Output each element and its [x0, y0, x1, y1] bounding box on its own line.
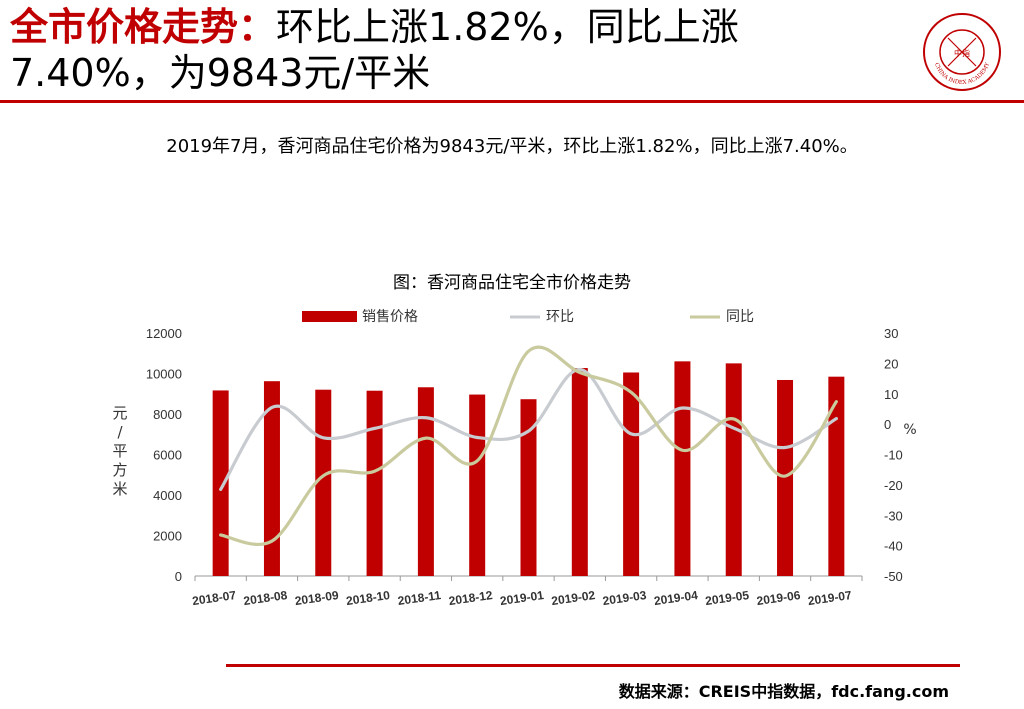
y-right-tick-label: -40 [884, 539, 903, 554]
legend-label-sales-price: 销售价格 [362, 309, 418, 325]
line-mom [219, 367, 838, 492]
title-divider [0, 100, 1024, 103]
bar-sales-price [623, 372, 640, 576]
y-left-axis-label: / [117, 423, 123, 441]
price-trend-chart: 0 2000 4000 6000 8000 10000 12000 -50 -40 -30 -20 -… [112, 309, 916, 608]
bar-sales-price [263, 381, 280, 576]
title-text: 环比上涨1.82%，同比上涨7.40%，为9843元/平米 [10, 5, 739, 95]
bar-sales-price [212, 390, 229, 576]
bar-sales-price [417, 387, 434, 576]
y-left-axis-label: 米 [112, 480, 127, 498]
footer-divider [226, 664, 960, 667]
y-left-tick-label: 8000 [153, 407, 182, 422]
y-right-tick-label: 30 [884, 326, 898, 341]
china-index-academy-logo: 中指 CHINA INDEX ACADEMY [923, 13, 1001, 91]
x-tick-label: 2019-02 [550, 588, 596, 608]
bar-sales-price [469, 394, 486, 576]
x-tick-label: 2018-10 [345, 588, 391, 608]
y-right-tick-label: 10 [884, 387, 898, 402]
bar-sales-price [366, 390, 383, 576]
y-right-tick-label: -50 [884, 569, 903, 584]
y-left-axis-label: 方 [112, 461, 127, 479]
x-tick-label: 2019-01 [499, 588, 545, 608]
y-right-tick-label: -30 [884, 508, 903, 523]
x-tick-label: 2019-07 [807, 588, 853, 608]
y-left-axis-label: 元 [112, 404, 127, 422]
summary-text: 2019年7月，香河商品住宅价格为9843元/平米，环比上涨1.82%，同比上涨… [166, 136, 858, 157]
bar-sales-price [571, 368, 588, 576]
y-left-tick-label: 4000 [153, 488, 182, 503]
title-highlight: 全市价格走势： [10, 5, 277, 49]
y-left-tick-label: 12000 [146, 326, 182, 341]
y-left-tick-label: 0 [175, 569, 182, 584]
y-left-tick-label: 2000 [153, 529, 182, 544]
legend-label-mom: 环比 [546, 309, 574, 325]
x-tick-label: 2019-06 [756, 588, 802, 608]
y-right-tick-label: 0 [884, 417, 891, 432]
bar-sales-price [674, 361, 691, 576]
y-right-tick-label: -10 [884, 448, 903, 463]
line-yoy [219, 345, 838, 547]
x-tick-label: 2018-09 [294, 588, 340, 608]
x-tick-label: 2019-05 [704, 588, 750, 608]
y-right-tick-label: 20 [884, 356, 898, 371]
bar-sales-price [777, 379, 794, 576]
x-tick-label: 2018-12 [448, 588, 494, 608]
legend-swatch-sales-price [302, 311, 357, 322]
x-tick-label: 2018-08 [243, 588, 289, 608]
y-right-axis-label: % [903, 422, 916, 438]
chart-title: 图：香河商品住宅全市价格走势 [393, 273, 631, 293]
bar-sales-price [828, 376, 845, 576]
bar-sales-price [520, 399, 537, 576]
svg-text:中指: 中指 [954, 48, 970, 58]
bar-sales-price [725, 363, 742, 576]
x-tick-label: 2018-11 [397, 588, 442, 608]
page-title: 全市价格走势：环比上涨1.82%，同比上涨7.40%，为9843元/平米 [10, 4, 890, 96]
legend-label-yoy: 同比 [726, 309, 754, 325]
data-source: 数据来源：CREIS中指数据，fdc.fang.com [618, 682, 949, 701]
y-left-axis-label: 平 [112, 442, 127, 460]
x-tick-label: 2019-03 [602, 588, 648, 608]
y-left-tick-label: 10000 [146, 367, 182, 382]
y-left-tick-label: 6000 [153, 448, 182, 463]
y-right-tick-label: -20 [884, 478, 903, 493]
x-tick-label: 2019-04 [653, 588, 699, 608]
x-tick-label: 2018-07 [191, 588, 237, 608]
